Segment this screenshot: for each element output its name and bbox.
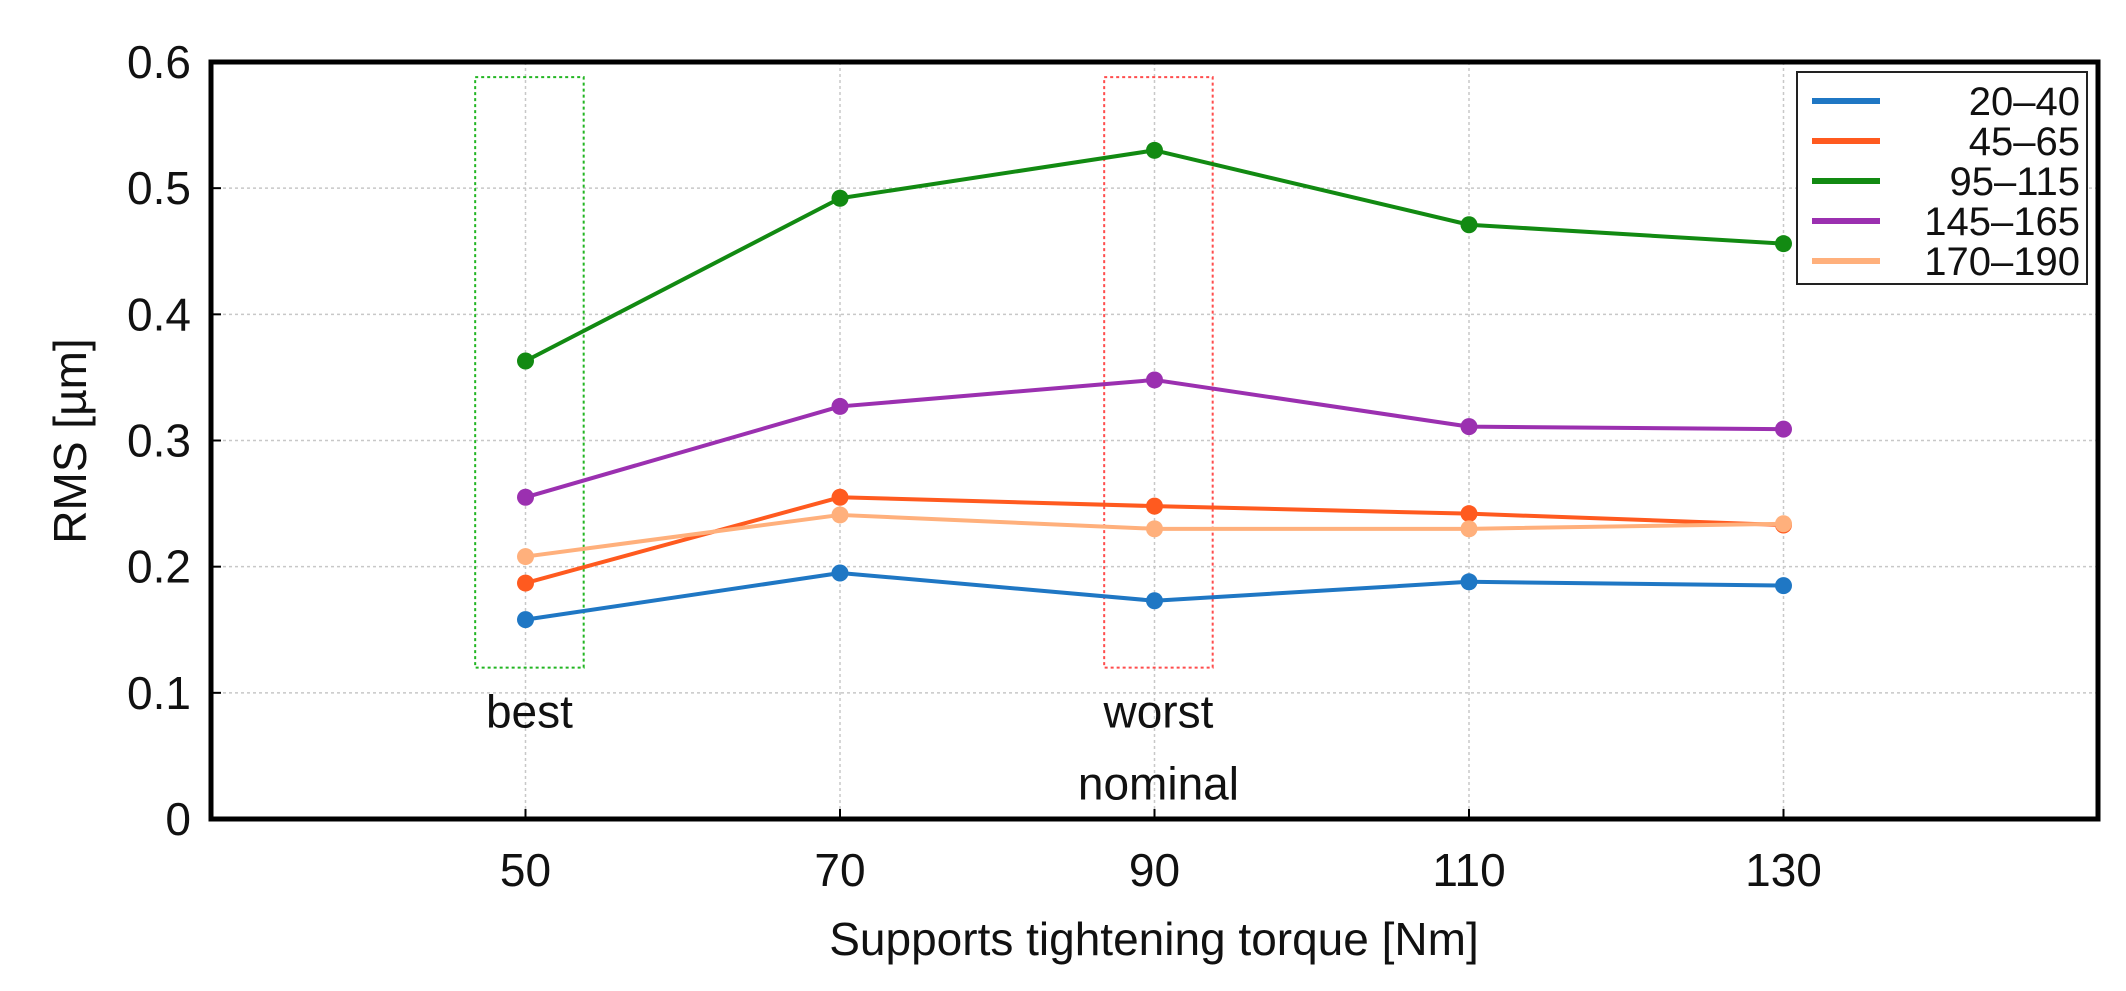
data-point [1146, 371, 1163, 389]
data-point [1775, 577, 1792, 595]
data-point [1146, 592, 1163, 610]
y-axis-title: RMS [µm] [44, 338, 96, 543]
best-annotation-label: best [486, 686, 573, 738]
y-tick-label: 0 [165, 793, 191, 845]
data-point [517, 574, 534, 592]
highlight-boxes [474, 76, 1214, 669]
worst-annotation-label: nominal [1078, 758, 1239, 810]
series-20–40 [517, 564, 1792, 629]
data-point [517, 548, 534, 566]
data-point [831, 564, 849, 582]
x-axis-title: Supports tightening torque [Nm] [829, 913, 1478, 965]
y-tick-label: 0.2 [127, 541, 191, 593]
x-tick-label: 50 [500, 844, 551, 896]
legend-label: 145–165 [1924, 200, 2080, 244]
data-point [1775, 235, 1792, 253]
legend-label: 95–115 [1949, 160, 2080, 204]
series-170–190 [517, 506, 1792, 566]
data-point [1460, 520, 1478, 538]
legend-label: 170–190 [1924, 240, 2080, 284]
data-point [517, 352, 534, 370]
y-tick-label: 0.4 [127, 288, 191, 340]
legend-label: 45–65 [1969, 120, 2080, 164]
x-tick-label: 70 [814, 844, 865, 896]
data-point [1775, 515, 1792, 533]
legend-label: 20–40 [1969, 80, 2080, 124]
x-tick-label: 90 [1129, 844, 1180, 896]
box-annotations: best worst nominal [486, 686, 1239, 810]
series-lines [517, 141, 1792, 629]
data-point [831, 397, 849, 415]
data-point [1460, 505, 1478, 523]
y-tick-label: 0.6 [127, 36, 191, 88]
x-axis-ticks: 50 70 90 110 130 [500, 809, 1822, 896]
series-95–115 [517, 141, 1792, 370]
y-tick-label: 0.3 [127, 415, 191, 467]
data-point [831, 189, 849, 207]
data-point [1460, 216, 1478, 234]
data-point [1146, 497, 1163, 515]
worst-highlight-box [1103, 76, 1214, 669]
y-tick-label: 0.5 [127, 162, 191, 214]
worst-annotation-label: worst [1102, 686, 1213, 738]
gridlines [211, 62, 2098, 819]
x-tick-label: 130 [1745, 844, 1822, 896]
data-point [831, 506, 849, 524]
data-point [1775, 420, 1792, 438]
y-tick-label: 0.1 [127, 667, 191, 719]
data-point [1460, 573, 1478, 591]
data-point [517, 611, 534, 629]
x-tick-label: 110 [1432, 844, 1505, 896]
best-highlight-box [474, 76, 585, 669]
data-point [831, 488, 849, 506]
data-point [517, 488, 534, 506]
data-point [1146, 520, 1163, 538]
data-point [1146, 141, 1163, 159]
y-axis-ticks: 0 0.1 0.2 0.3 0.4 0.5 0.6 [127, 36, 221, 845]
data-point [1460, 418, 1478, 436]
series-145–165 [517, 371, 1792, 506]
